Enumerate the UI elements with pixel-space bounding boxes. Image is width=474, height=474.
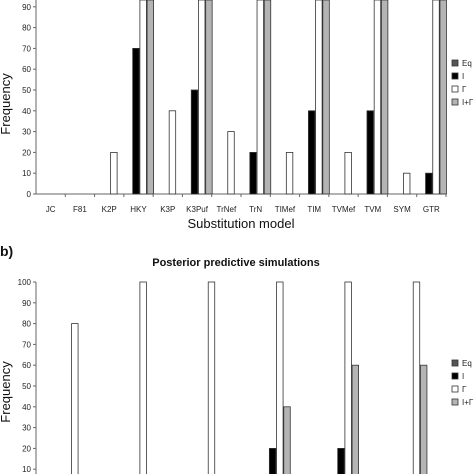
x-tick-label: K3P: [160, 205, 175, 214]
bar--K2P: [207, 281, 216, 474]
y-tick-label: 10: [22, 169, 31, 178]
bar-I-HKY: [268, 447, 277, 474]
x-tick-label: TIM: [307, 205, 321, 214]
x-tick-label: SYM: [393, 205, 411, 214]
bar--JC: [71, 323, 79, 474]
y-tick-label: 60: [22, 361, 31, 370]
y-tick-label: 70: [22, 44, 31, 53]
legend-swatch-: [451, 385, 459, 393]
y-tick-label: 50: [22, 382, 31, 391]
x-tick-label: TVMef: [332, 205, 356, 214]
x-tick-label: K3Puf: [186, 205, 209, 214]
legend-swatch-Eq: [451, 59, 459, 67]
x-tick-label: K2P: [102, 205, 117, 214]
legend-label: I: [462, 72, 464, 81]
x-tick-label: TIMef: [275, 205, 296, 214]
y-tick-label: 0: [27, 190, 32, 199]
bar-I-K3P: [337, 447, 345, 474]
y-tick-label: 20: [22, 444, 31, 453]
bar-I-TIM: [322, 0, 330, 195]
legend-label: Eq: [462, 59, 472, 68]
y-tick-label: 40: [22, 107, 31, 116]
bar-I-HKY: [283, 406, 291, 474]
legend-label: Γ: [462, 385, 467, 394]
x-tick-label: JC: [46, 205, 56, 214]
legend-swatch-I: [451, 372, 459, 380]
legend-label: Eq: [462, 359, 472, 368]
bar-I-TIM: [308, 110, 316, 195]
bar-I-TrN: [249, 151, 257, 195]
bar-I-TVM: [380, 0, 389, 195]
panel-a-chart: 0 10 20 30 40 50 60 70 80 90 Frequency JC F81 K2P HKY K…: [0, 0, 474, 231]
y-tick-label: 70: [22, 340, 31, 349]
legend-swatch-Eq: [451, 359, 459, 367]
bar--TIM: [315, 0, 323, 195]
bar-I-HKY: [132, 48, 140, 195]
bar-I-GTR: [425, 172, 433, 195]
y-tick-label: 10: [22, 465, 31, 474]
chart-title: Posterior predictive simulations: [152, 257, 320, 269]
bar--SYM: [403, 172, 411, 195]
x-tick-label: TVM: [364, 205, 381, 214]
bar--GTR: [432, 0, 440, 195]
y-tick-label: 30: [22, 424, 31, 433]
y-tick-label: 90: [22, 299, 31, 308]
bar--TVMef: [344, 151, 352, 195]
y-tick-label: 100: [18, 278, 32, 287]
bar-I-HKY: [146, 0, 155, 195]
bar--TVM: [373, 0, 382, 195]
legend-label: I+Γ: [462, 398, 474, 407]
bar--K3P: [168, 110, 177, 195]
y-tick-label: 50: [22, 86, 31, 95]
bar--HKY: [276, 281, 284, 474]
x-axis-label: Substitution model: [188, 216, 295, 231]
panel-label: b): [0, 243, 13, 259]
x-tick-label: TrN: [249, 205, 262, 214]
legend-swatch-I: [451, 72, 459, 80]
x-tick-label: HKY: [130, 205, 147, 214]
y-tick-label: 40: [22, 403, 31, 412]
bar-I-TVM: [366, 110, 374, 195]
bar-I-K3Puf: [205, 0, 213, 195]
legend-label: I+Γ: [462, 98, 474, 107]
y-axis-label: Frequency: [0, 73, 13, 135]
bar-I-TrN: [263, 0, 272, 195]
y-tick-label: 30: [22, 128, 31, 137]
bar--F81: [139, 281, 147, 474]
x-tick-label: TrNef: [217, 205, 237, 214]
bar--K3Puf: [412, 281, 421, 474]
bar--K2P: [110, 151, 118, 195]
bar--K3Puf: [198, 0, 206, 195]
y-tick-label: 80: [22, 320, 31, 329]
panel-b-chart: b) Posterior predictive simulations 10 20 30…: [0, 243, 474, 474]
bar-I-K3Puf: [190, 89, 199, 195]
y-axis-label: Frequency: [0, 361, 13, 423]
bar--HKY: [139, 0, 147, 195]
legend-swatch-I: [451, 398, 459, 406]
bar-I-K3P: [351, 364, 360, 474]
legend-label: I: [462, 372, 464, 381]
bar-I-GTR: [439, 0, 447, 195]
bar--TIMef: [285, 151, 294, 195]
x-tick-label: F81: [73, 205, 87, 214]
y-tick-label: 60: [22, 65, 31, 74]
legend-swatch-I: [451, 98, 459, 106]
bar--TrN: [256, 0, 264, 195]
legend-label: Γ: [462, 85, 467, 94]
bar--K3P: [344, 281, 352, 474]
y-tick-label: 80: [22, 24, 31, 33]
legend-swatch-: [451, 85, 459, 93]
y-tick-label: 20: [22, 148, 31, 157]
y-tick-label: 90: [22, 3, 31, 12]
x-tick-label: GTR: [423, 205, 440, 214]
bar-I-K3Puf: [420, 364, 428, 474]
bar--TrNef: [227, 131, 235, 195]
